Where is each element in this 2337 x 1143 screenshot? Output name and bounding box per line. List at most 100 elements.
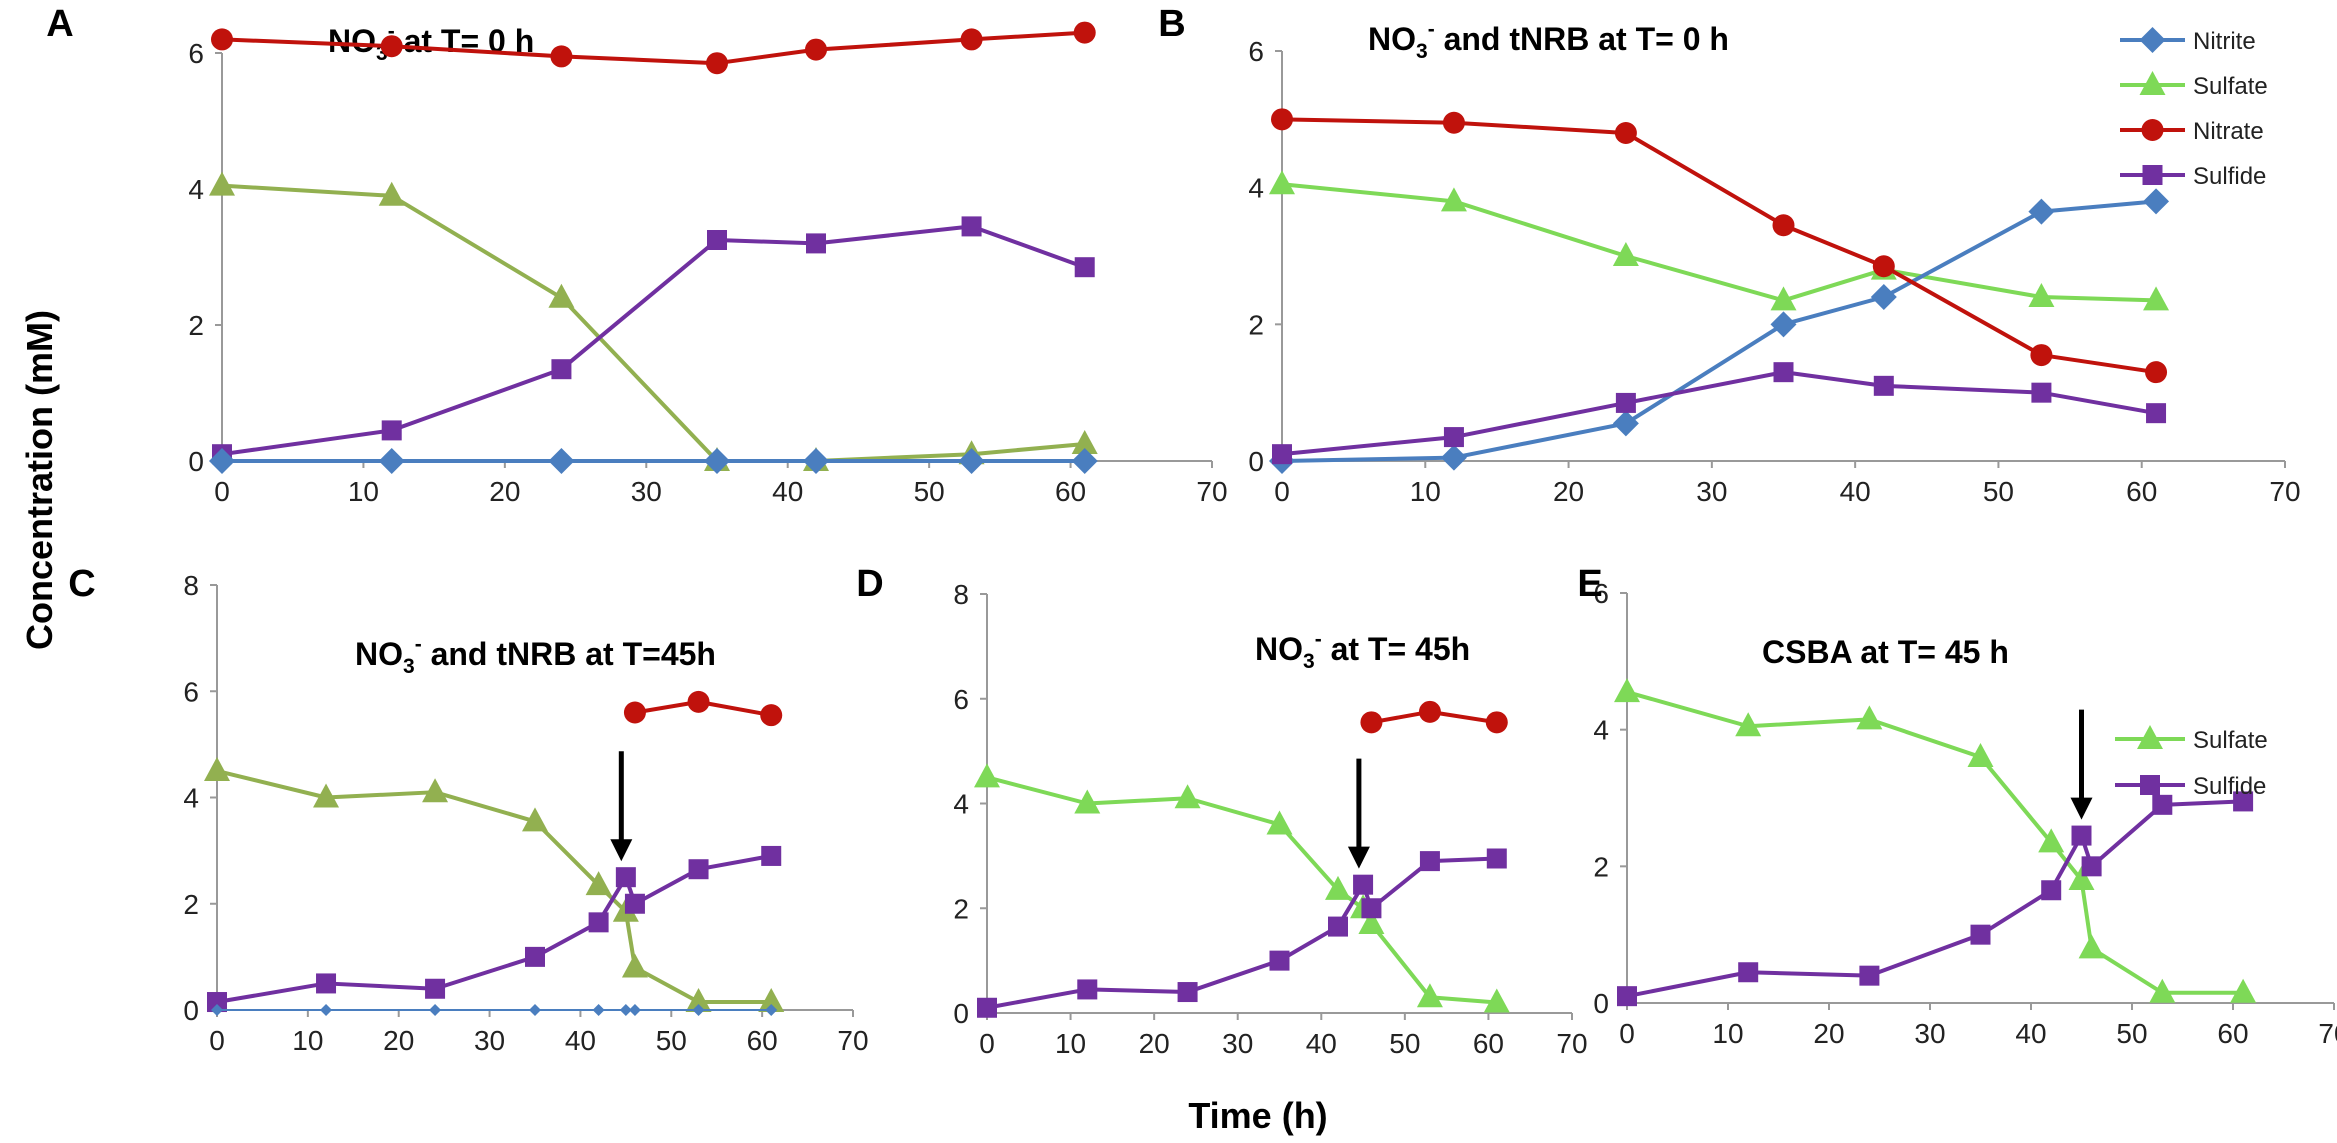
title-post: at T= 45h [1322,631,1471,667]
data-point-nitrate [1360,711,1383,734]
data-point-sulfide [1617,986,1637,1007]
data-point-sulfide [316,973,337,994]
data-point-nitrite [1071,448,1098,474]
data-point-sulfide [977,997,997,1018]
data-point-sulfate [1770,286,1797,311]
data-point-sulfide [1970,924,1991,945]
data-point-nitrite [628,1004,641,1016]
title-sup: - [388,20,395,43]
title-sub: 3 [1303,650,1315,673]
data-point-nitrite [765,1004,778,1016]
x-tick-label: 40 [565,1025,596,1056]
series-line-sulfide [1626,799,2244,999]
series-line-sulfide [1281,370,2157,457]
data-point-sulfate [1416,983,1443,1008]
legend-marker [2139,71,2166,95]
data-point-sulfide [1486,848,1507,869]
x-tick-label: 60 [2126,476,2157,507]
series-sulfate [1269,170,2170,311]
data-point-sulfate [1967,743,1994,767]
x-tick-label: 50 [1389,1028,1420,1059]
y-tick-label: 2 [953,893,969,924]
x-tick-label: 70 [2318,1018,2337,1049]
x-tick-label: 0 [979,1028,995,1059]
series-line-nitrate [1281,117,2157,375]
data-point-nitrite [958,448,985,474]
data-point-sulfide [1074,257,1095,278]
data-point-sulfate [1325,875,1351,900]
series-nitrate [1271,108,2168,384]
data-point-sulfide [688,859,709,880]
data-point-nitrate [760,704,783,727]
data-point-sulfide [1328,916,1348,937]
data-point-sulfide [1353,874,1374,895]
data-point-sulfide [2031,382,2052,403]
data-point-nitrite [692,1004,705,1016]
y-axis-label: Concentration (mM) [19,310,60,650]
y-tick-label: 8 [953,579,969,610]
data-point-sulfate [1612,242,1639,266]
legend-label: Sulfide [2193,163,2266,190]
data-point-sulfate [2078,934,2105,959]
arrow-annotation [1347,758,1370,869]
legend-label: Sulfate [2193,73,2268,100]
legend-item-sulfate: Sulfate [2120,71,2268,100]
data-point-sulfide [551,359,572,380]
series-line-sulfate [986,775,1497,1005]
x-tick-label: 50 [914,476,945,507]
series-sulfide [1617,791,2254,1007]
data-point-sulfate [2028,283,2055,307]
data-point-sulfate [1440,187,1467,212]
y-tick-label: 0 [183,995,199,1026]
data-point-sulfide [381,420,402,441]
data-point-nitrate [2030,344,2053,367]
y-tick-label: 2 [1248,309,1264,340]
data-point-nitrate [1614,122,1637,144]
chart-title: NO3- at T= 45h [1255,628,1470,673]
data-point-sulfide [1419,851,1440,872]
data-point-sulfate [621,953,648,978]
arrow-head [1347,846,1370,869]
data-point-sulfide [1077,979,1098,1000]
x-tick-label: 0 [1274,476,1290,507]
chart-title: NO3- at T= 0 h [328,20,534,65]
y-tick-label: 8 [183,570,199,601]
data-point-sulfate [422,778,449,803]
arrow-annotation [610,751,633,862]
x-tick-label: 30 [631,476,662,507]
data-point-nitrate [805,38,827,61]
x-tick-label: 40 [772,476,803,507]
data-point-sulfate [378,181,405,206]
data-point-nitrate [550,45,573,68]
data-point-sulfide [761,845,782,866]
data-point-nitrate [960,28,983,51]
title-post: and tNRB at T=45h [422,636,716,672]
title-pre: NO [1368,21,1416,57]
arrow-head [610,839,633,862]
data-point-sulfide [1738,962,1759,983]
data-point-nitrate [1073,21,1096,44]
data-point-sulfide [1443,427,1464,448]
data-point-nitrate [1772,214,1795,237]
title-sup: - [1428,18,1435,41]
legend-marker [2140,775,2160,795]
title-pre: NO [328,23,376,59]
data-point-sulfate [1735,712,1762,737]
data-point-sulfide [1272,444,1292,465]
data-point-nitrite [1612,410,1639,437]
data-point-sulfide [2152,794,2173,815]
series-nitrite [211,1004,778,1016]
data-point-sulfide [1177,982,1198,1003]
data-point-nitrate [1872,255,1895,278]
series-sulfide [212,216,1095,465]
x-tick-label: 0 [214,476,230,507]
data-point-sulfate [1269,170,1295,195]
y-tick-label: 2 [183,889,199,920]
data-point-sulfide [425,978,446,999]
panel-letter: E [1577,563,1602,605]
series-line-sulfide [221,224,1086,457]
data-point-sulfide [624,893,645,914]
chart-panel-c: 0 10 20 30 40 50 60 70 0 2 4 6 8 C NO3- and tNRB at T=… [68,563,868,1056]
series-sulfide [1272,362,2167,465]
series-line-nitrite [1281,199,2157,463]
